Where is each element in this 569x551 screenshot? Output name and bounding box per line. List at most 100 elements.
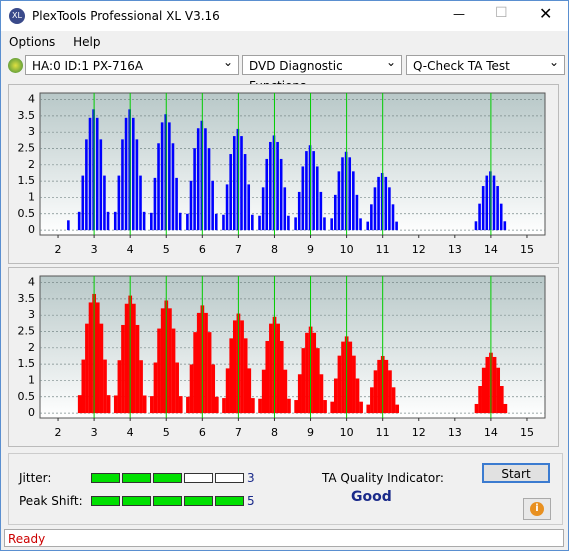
bar <box>294 217 297 231</box>
bar <box>178 396 183 414</box>
chart: 0 0.5 1 1.5 2 2.5 3 3.5 4 2 3 4 5 6 7 8 9 10 11 12 13 14 15 <box>18 92 546 256</box>
menu-item[interactable]: Options <box>9 35 56 49</box>
bar <box>150 396 154 414</box>
x-tick-label: 14 <box>484 426 498 439</box>
bar <box>395 404 400 414</box>
y-tick-label: 1 <box>28 190 35 203</box>
close-button[interactable]: ✕ <box>539 4 553 23</box>
peak-shift-value: 5 <box>247 494 255 508</box>
bar <box>95 302 100 414</box>
bar <box>85 323 89 414</box>
minimize-button[interactable]: — <box>453 7 465 21</box>
x-tick-label: 6 <box>199 243 206 256</box>
y-tick-label: 3 <box>28 308 35 321</box>
bar <box>117 175 121 231</box>
y-tick-label: 3.5 <box>18 109 36 122</box>
bar <box>370 204 373 231</box>
bar <box>193 148 196 231</box>
chart-panel: 0 0.5 1 1.5 2 2.5 3 3.5 4 2 3 4 5 6 7 8 9 10 11 12 13 14 15 <box>8 267 559 447</box>
bar <box>150 212 153 231</box>
bar <box>388 370 392 414</box>
bar <box>355 378 360 414</box>
bar <box>214 213 218 231</box>
x-tick-label: 6 <box>199 426 206 439</box>
bar <box>186 396 190 414</box>
info-button[interactable]: i <box>523 498 551 520</box>
x-tick-label: 13 <box>448 426 462 439</box>
bar <box>99 323 104 414</box>
x-tick-label: 3 <box>91 243 98 256</box>
x-tick-label: 12 <box>412 243 426 256</box>
bar <box>113 395 118 414</box>
meter-segment <box>215 496 244 506</box>
x-tick-label: 15 <box>520 426 534 439</box>
bar <box>395 221 398 231</box>
bar <box>474 403 479 414</box>
drive-icon <box>8 58 23 73</box>
bar <box>391 204 395 231</box>
bar <box>77 211 81 231</box>
function-select[interactable]: DVD Diagnostic Functions <box>242 52 402 93</box>
bar <box>492 356 497 414</box>
menu-item[interactable]: Help <box>73 35 101 49</box>
x-tick-label: 9 <box>307 426 314 439</box>
bar <box>352 355 356 414</box>
ta-quality-label: TA Quality Indicator: <box>322 471 444 485</box>
bar <box>503 403 508 414</box>
meter-segment <box>122 473 151 483</box>
bar <box>171 328 176 414</box>
x-tick-label: 12 <box>412 426 426 439</box>
bar <box>315 348 320 414</box>
x-tick-label: 8 <box>271 426 278 439</box>
bar <box>121 139 124 231</box>
bar <box>337 355 342 414</box>
bar <box>478 203 481 231</box>
bar <box>243 338 248 414</box>
device-select[interactable]: HA:0 ID:1 PX-716A <box>25 52 239 75</box>
bar <box>77 395 82 414</box>
bar <box>496 367 501 414</box>
bar <box>247 184 251 231</box>
bar <box>88 117 92 231</box>
bar <box>168 308 172 414</box>
y-tick-label: 2.5 <box>18 324 36 337</box>
bar <box>232 136 236 231</box>
bar <box>131 303 136 414</box>
bar <box>301 348 306 414</box>
x-tick-label: 8 <box>271 243 278 256</box>
bar <box>377 176 380 231</box>
bar <box>225 184 229 231</box>
maximize-button[interactable]: ☐ <box>495 5 508 21</box>
bar <box>305 151 308 231</box>
x-tick-label: 7 <box>235 426 242 439</box>
bar <box>211 180 214 231</box>
meter-segment <box>215 473 244 483</box>
bar <box>503 221 507 231</box>
ta-quality-result: Good <box>351 489 392 505</box>
x-tick-label: 10 <box>340 243 354 256</box>
bar <box>297 374 302 414</box>
bar <box>99 139 103 231</box>
bar <box>388 187 391 231</box>
bar <box>499 203 503 231</box>
bar <box>258 215 261 231</box>
bar <box>265 340 270 414</box>
bar <box>211 364 216 414</box>
bar <box>240 320 244 414</box>
bar <box>359 218 362 231</box>
bar <box>251 214 254 231</box>
x-tick-label: 4 <box>127 243 134 256</box>
meter-segment <box>184 496 213 506</box>
start-button[interactable]: Start <box>482 463 550 483</box>
bar <box>330 218 333 231</box>
bar <box>171 143 175 231</box>
bar <box>261 369 266 414</box>
bar <box>81 359 86 414</box>
bar <box>337 171 341 231</box>
bar <box>315 166 319 231</box>
bar <box>269 323 273 414</box>
bar <box>186 213 189 231</box>
test-select[interactable]: Q-Check TA Test <box>406 52 565 75</box>
x-tick-label: 11 <box>376 243 390 256</box>
